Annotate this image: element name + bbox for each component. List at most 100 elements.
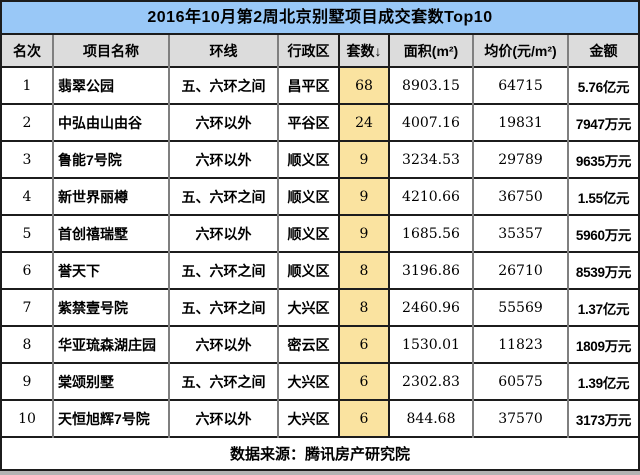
cell-units-sold: 24: [338, 103, 389, 141]
cell-units-sold: 8: [338, 288, 389, 326]
col-header-units-sorted: 套数↓: [338, 35, 389, 67]
cell-project-name: 棠颂别墅: [52, 362, 169, 400]
cell-rank: 5: [2, 214, 53, 252]
cell-amount: 7947万元: [567, 103, 638, 141]
cell-area: 2302.83: [388, 362, 473, 400]
cell-ring-road: 六环以外: [168, 325, 278, 363]
table-title: 2016年10月第2周北京别墅项目成交套数Top10: [2, 2, 638, 35]
cell-avg-price: 55569: [472, 288, 568, 326]
cell-units-sold: 9: [338, 140, 389, 178]
cell-rank: 4: [2, 177, 53, 215]
col-header-avg-price: 均价(元/m²): [472, 35, 568, 67]
cell-project-name: 誉天下: [52, 251, 169, 289]
cell-district: 大兴区: [277, 362, 339, 400]
cell-area: 3196.86: [388, 251, 473, 289]
cell-rank: 2: [2, 103, 53, 141]
cell-rank: 10: [2, 399, 53, 437]
data-source-note: 数据来源：腾讯房产研究院: [2, 436, 638, 469]
cell-avg-price: 60575: [472, 362, 568, 400]
cell-district: 大兴区: [277, 288, 339, 326]
cell-area: 8903.15: [388, 66, 473, 104]
cell-project-name: 新世界丽樽: [52, 177, 169, 215]
header-row: 名次 项目名称 环线 行政区 套数↓ 面积(m²) 均价(元/m²) 金额: [2, 35, 638, 67]
cell-ring-road: 五、六环之间: [168, 177, 278, 215]
cell-amount: 8539万元: [567, 251, 638, 289]
cell-area: 1530.01: [388, 325, 473, 363]
cell-avg-price: 29789: [472, 140, 568, 178]
cell-units-sold: 9: [338, 214, 389, 252]
cell-district: 顺义区: [277, 140, 339, 178]
cell-units-sold: 6: [338, 362, 389, 400]
cell-avg-price: 64715: [472, 66, 568, 104]
table-row: 3 鲁能7号院 六环以外 顺义区 9 3234.53 29789 9635万元: [2, 140, 638, 178]
cell-district: 平谷区: [277, 103, 339, 141]
table-row: 4 新世界丽樽 五、六环之间 顺义区 9 4210.66 36750 1.55亿元: [2, 177, 638, 215]
cell-district: 密云区: [277, 325, 339, 363]
cell-ring-road: 五、六环之间: [168, 66, 278, 104]
col-header-rank: 名次: [2, 35, 53, 67]
table-row: 2 中弘由山由谷 六环以外 平谷区 24 4007.16 19831 7947万元: [2, 103, 638, 141]
table-body: 1 翡翠公园 五、六环之间 昌平区 68 8903.15 64715 5.76亿元 2 中弘由山由…: [2, 66, 638, 437]
cell-units-sold: 6: [338, 399, 389, 437]
cell-units-sold: 9: [338, 177, 389, 215]
table-row: 7 紫禁壹号院 五、六环之间 大兴区 8 2460.96 55569 1.37亿元: [2, 288, 638, 326]
cell-avg-price: 36750: [472, 177, 568, 215]
cell-units-sold: 6: [338, 325, 389, 363]
table-row: 10 天恒旭辉7号院 六环以外 大兴区 6 844.68 37570 3173万元: [2, 399, 638, 437]
cell-rank: 8: [2, 325, 53, 363]
cell-project-name: 华亚琉森湖庄园: [52, 325, 169, 363]
cell-ring-road: 六环以外: [168, 103, 278, 141]
cell-units-sold: 68: [338, 66, 389, 104]
cell-avg-price: 26710: [472, 251, 568, 289]
cell-amount: 1.55亿元: [567, 177, 638, 215]
cell-area: 4007.16: [388, 103, 473, 141]
col-header-amount: 金额: [567, 35, 638, 67]
table-row: 9 棠颂别墅 五、六环之间 大兴区 6 2302.83 60575 1.39亿元: [2, 362, 638, 400]
table-row: 5 首创禧瑞墅 六环以外 顺义区 9 1685.56 35357 5960万元: [2, 214, 638, 252]
cell-rank: 7: [2, 288, 53, 326]
cell-amount: 5.76亿元: [567, 66, 638, 104]
cell-ring-road: 五、六环之间: [168, 362, 278, 400]
cell-amount: 5960万元: [567, 214, 638, 252]
cell-amount: 1.39亿元: [567, 362, 638, 400]
cell-rank: 6: [2, 251, 53, 289]
cell-avg-price: 35357: [472, 214, 568, 252]
cell-area: 3234.53: [388, 140, 473, 178]
cell-project-name: 翡翠公园: [52, 66, 169, 104]
cell-amount: 1809万元: [567, 325, 638, 363]
footer-row: 数据来源：腾讯房产研究院: [2, 436, 638, 469]
table-row: 6 誉天下 五、六环之间 顺义区 8 3196.86 26710 8539万元: [2, 251, 638, 289]
cell-area: 844.68: [388, 399, 473, 437]
cell-avg-price: 37570: [472, 399, 568, 437]
cell-district: 顺义区: [277, 214, 339, 252]
cell-ring-road: 五、六环之间: [168, 251, 278, 289]
col-header-area: 面积(m²): [388, 35, 473, 67]
cell-project-name: 天恒旭辉7号院: [52, 399, 169, 437]
cell-ring-road: 六环以外: [168, 214, 278, 252]
cell-rank: 9: [2, 362, 53, 400]
cell-rank: 1: [2, 66, 53, 104]
cell-project-name: 鲁能7号院: [52, 140, 169, 178]
cell-district: 昌平区: [277, 66, 339, 104]
cell-amount: 3173万元: [567, 399, 638, 437]
cell-amount: 9635万元: [567, 140, 638, 178]
col-header-project: 项目名称: [52, 35, 169, 67]
cell-project-name: 紫禁壹号院: [52, 288, 169, 326]
table-row: 1 翡翠公园 五、六环之间 昌平区 68 8903.15 64715 5.76亿元: [2, 66, 638, 104]
col-header-ring-road: 环线: [168, 35, 278, 67]
cell-amount: 1.37亿元: [567, 288, 638, 326]
cell-district: 顺义区: [277, 177, 339, 215]
col-header-district: 行政区: [277, 35, 339, 67]
cell-units-sold: 8: [338, 251, 389, 289]
cell-avg-price: 19831: [472, 103, 568, 141]
cell-ring-road: 五、六环之间: [168, 288, 278, 326]
cell-project-name: 首创禧瑞墅: [52, 214, 169, 252]
cell-rank: 3: [2, 140, 53, 178]
cell-district: 顺义区: [277, 251, 339, 289]
cell-avg-price: 11823: [472, 325, 568, 363]
cell-area: 2460.96: [388, 288, 473, 326]
cell-ring-road: 六环以外: [168, 140, 278, 178]
cell-district: 大兴区: [277, 399, 339, 437]
